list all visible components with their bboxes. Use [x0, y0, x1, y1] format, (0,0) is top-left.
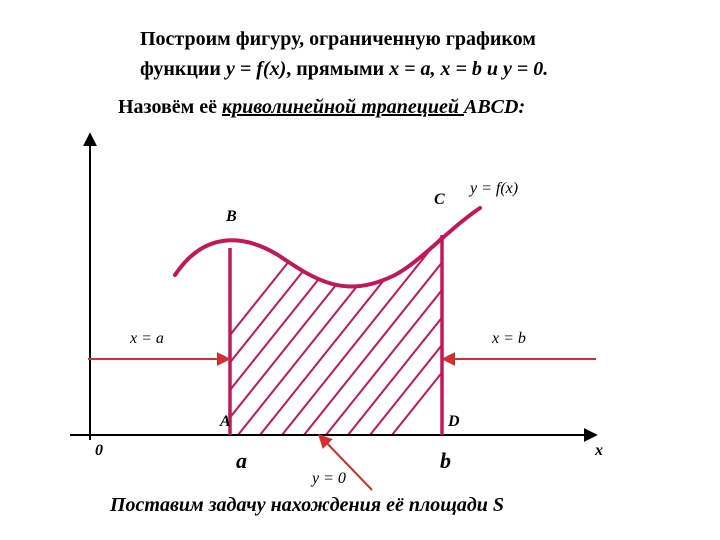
- bottom-text: Поставим задачу нахождения её площади S: [110, 494, 504, 517]
- origin-label: 0: [95, 442, 103, 460]
- label-x-equals-a: x = a: [130, 330, 164, 348]
- hatch-group: [150, 185, 592, 435]
- x-axis-label: x: [595, 442, 603, 460]
- label-a: a: [236, 448, 247, 474]
- point-A-label: A: [220, 413, 231, 431]
- func-label: y = f(x): [470, 180, 518, 198]
- label-x-equals-b: x = b: [492, 330, 526, 348]
- point-B-label: B: [226, 208, 237, 226]
- diagram-svg: [0, 0, 720, 540]
- point-C-label: C: [434, 191, 445, 209]
- label-b: b: [440, 448, 451, 474]
- curve-fx: [175, 208, 480, 286]
- point-D-label: D: [448, 413, 460, 431]
- label-y-equals-0: y = 0: [312, 470, 346, 488]
